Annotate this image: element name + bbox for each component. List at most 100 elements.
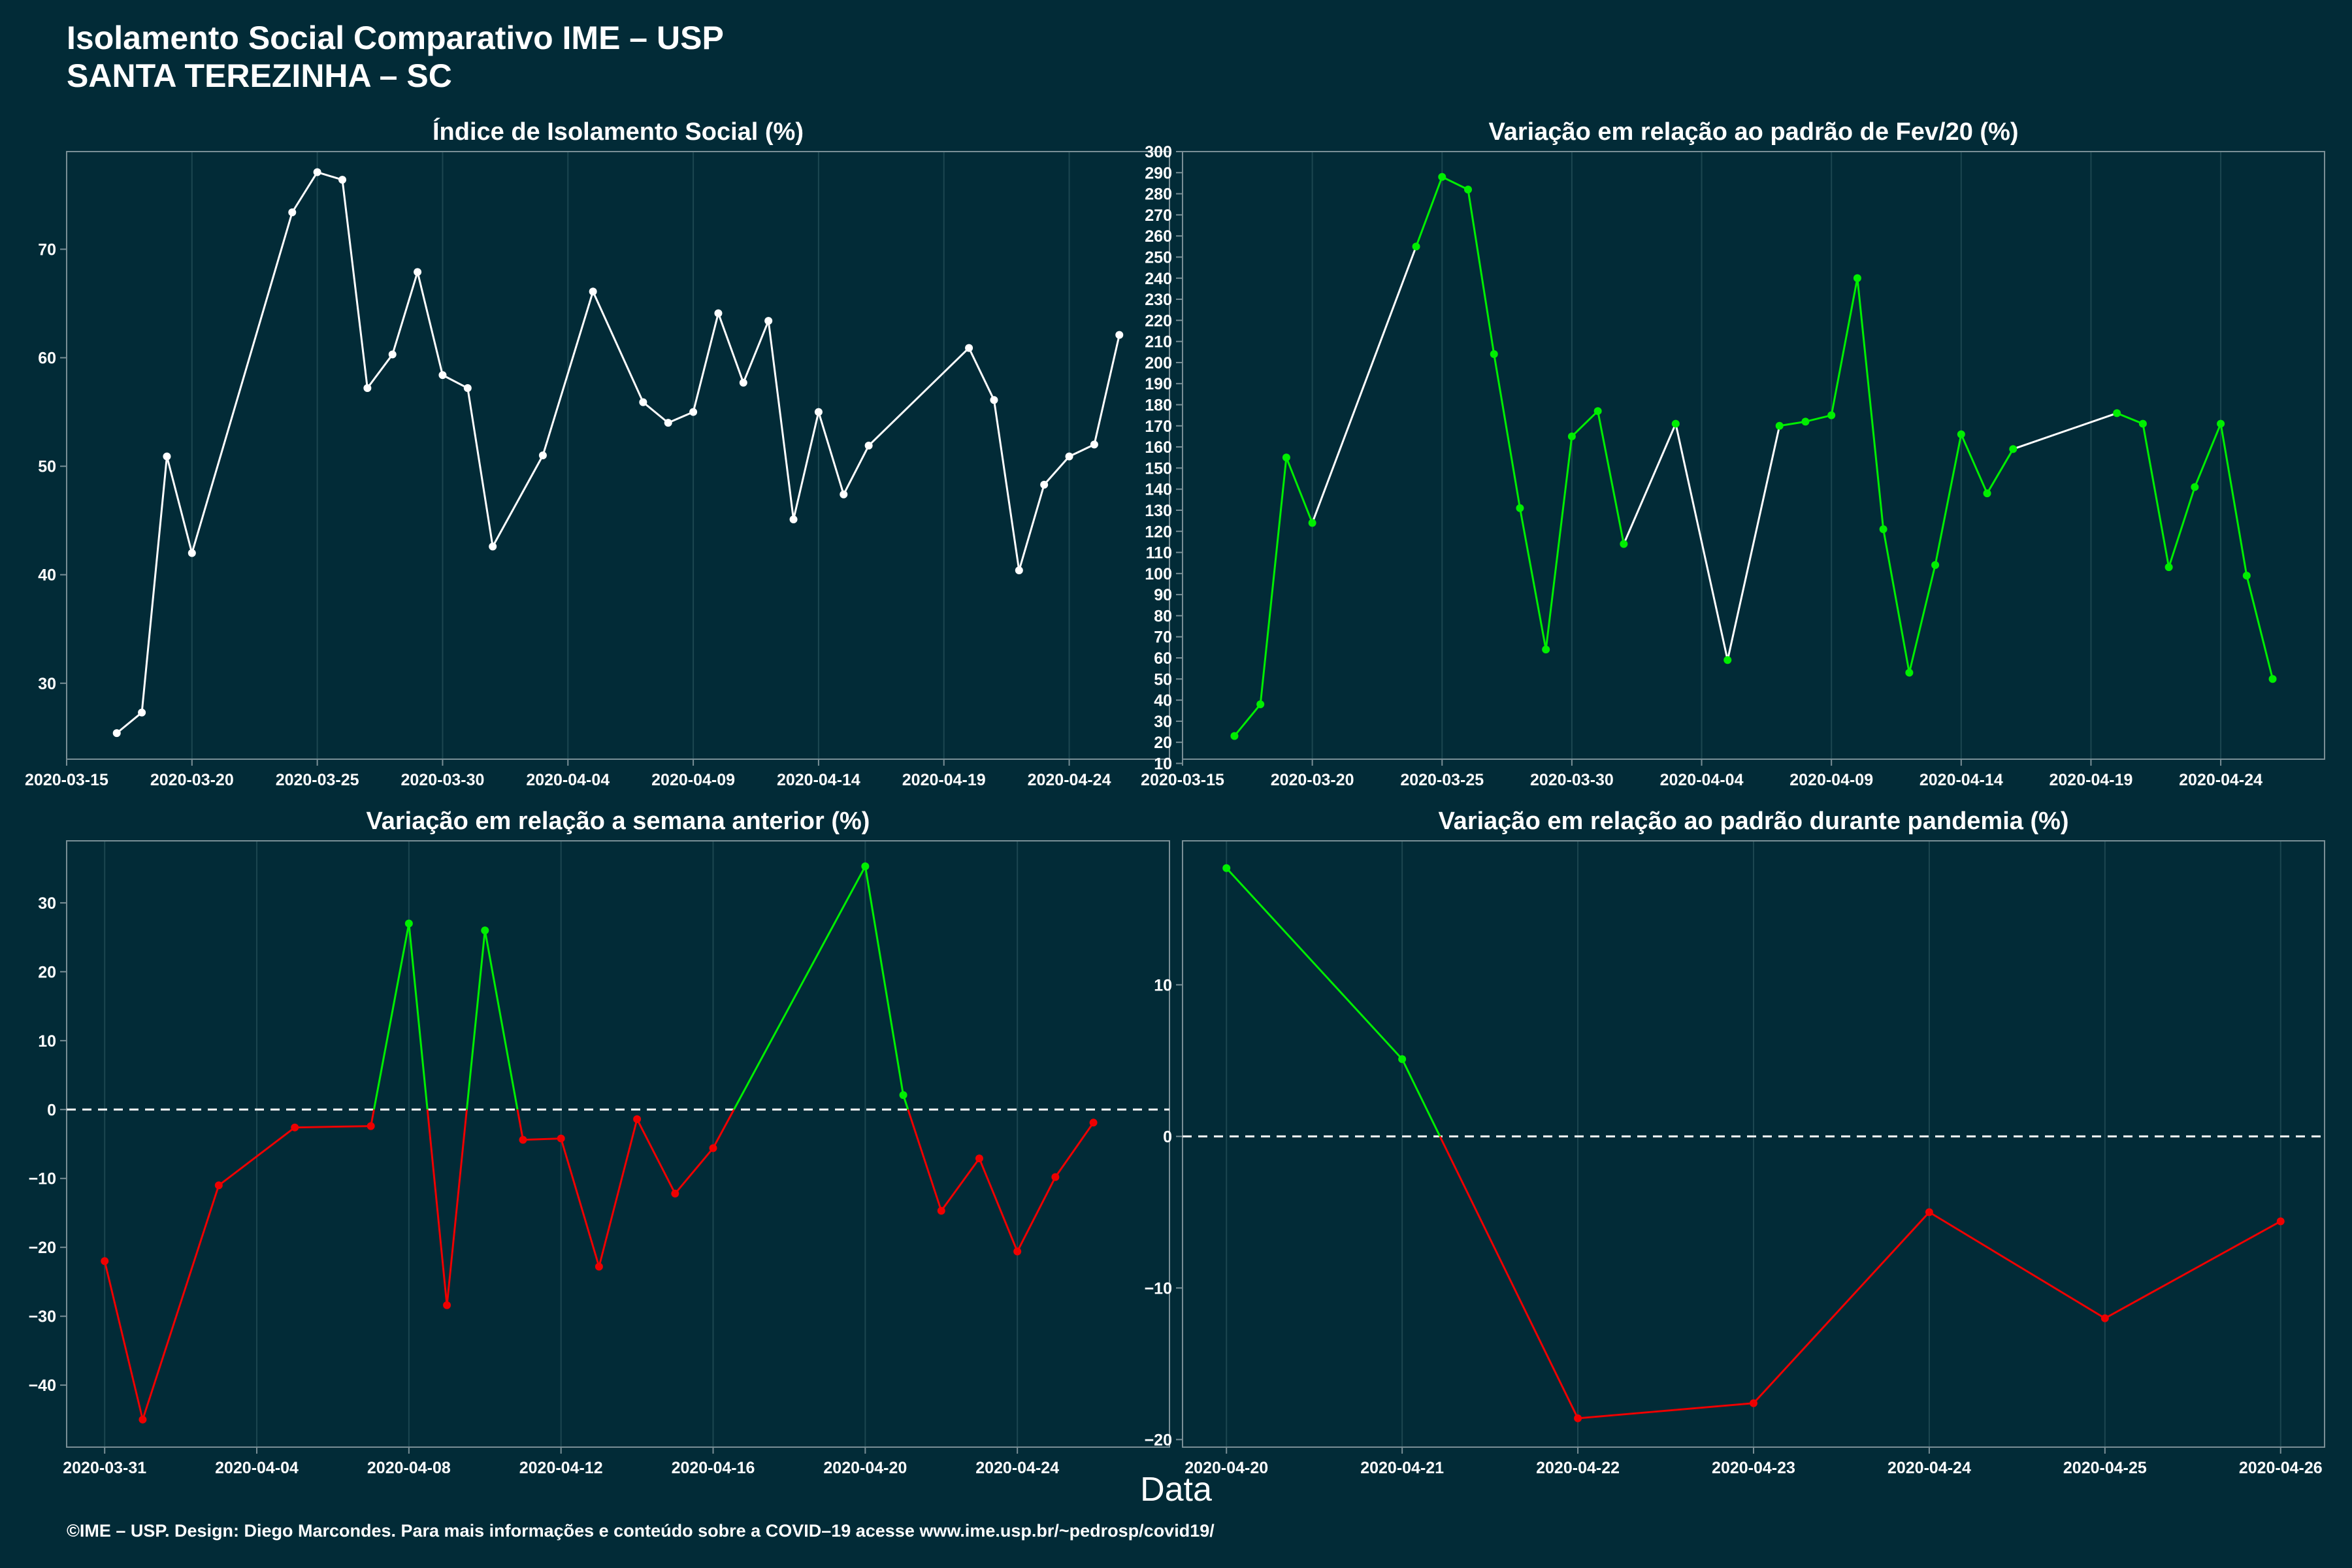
y-tick-label: 260 bbox=[1145, 227, 1172, 246]
x-tick-label: 2020-03-20 bbox=[1271, 771, 1354, 789]
y-tick-label: 40 bbox=[38, 566, 56, 585]
series-segment bbox=[1311, 246, 1417, 523]
series-segment bbox=[191, 212, 293, 553]
y-tick-label: 110 bbox=[1146, 544, 1172, 563]
series-segment bbox=[416, 271, 444, 376]
data-point bbox=[1230, 732, 1239, 740]
x-tick-label: 2020-04-21 bbox=[1360, 1459, 1444, 1477]
series-segment bbox=[341, 179, 368, 389]
x-tick-label: 2020-04-09 bbox=[1789, 771, 1873, 789]
series-segment bbox=[1016, 1176, 1056, 1252]
series-segment bbox=[1752, 1211, 1931, 1404]
series-segment bbox=[2142, 423, 2170, 568]
series-segment bbox=[1467, 189, 1495, 355]
series-segment bbox=[367, 353, 393, 389]
plot-frame bbox=[1182, 151, 2325, 760]
chart-panel-padrao_pandemia: Variação em relação ao padrão durante pa… bbox=[1145, 808, 2325, 1477]
x-tick-label: 2020-03-15 bbox=[1141, 771, 1224, 789]
series-segment bbox=[1493, 353, 1521, 508]
data-point bbox=[1620, 540, 1628, 548]
series-segment bbox=[742, 320, 770, 384]
series-segment bbox=[712, 1109, 735, 1149]
y-tick-label: −40 bbox=[29, 1377, 56, 1395]
y-tick-label: 290 bbox=[1145, 164, 1172, 182]
data-point bbox=[1879, 525, 1887, 534]
y-tick-label: 30 bbox=[1154, 713, 1172, 731]
data-point bbox=[1412, 242, 1420, 251]
series-segment bbox=[1518, 508, 1547, 650]
data-point bbox=[1827, 411, 1836, 419]
data-point bbox=[2242, 572, 2251, 580]
x-tick-label: 2020-03-25 bbox=[276, 771, 359, 789]
series-segment bbox=[442, 374, 468, 389]
series-segment bbox=[516, 1109, 524, 1140]
x-tick-label: 2020-04-23 bbox=[1712, 1459, 1795, 1477]
series-segment bbox=[668, 411, 694, 424]
data-point bbox=[671, 1189, 679, 1198]
x-axis-label: Data bbox=[1140, 1471, 1212, 1509]
data-point bbox=[739, 378, 747, 387]
data-point bbox=[519, 1135, 527, 1144]
data-point bbox=[2268, 675, 2277, 683]
data-point bbox=[481, 926, 489, 935]
data-point bbox=[138, 708, 146, 717]
series-segment bbox=[767, 320, 795, 520]
x-tick-label: 2020-03-30 bbox=[401, 771, 485, 789]
x-tick-label: 2020-04-08 bbox=[367, 1459, 451, 1477]
series-segment bbox=[592, 291, 644, 403]
series-segment bbox=[992, 400, 1021, 571]
series-segment bbox=[523, 1137, 561, 1141]
series-segment bbox=[483, 930, 519, 1110]
data-point bbox=[112, 729, 121, 738]
data-point bbox=[414, 268, 422, 276]
data-point bbox=[2276, 1217, 2285, 1226]
data-point bbox=[990, 396, 998, 404]
y-tick-label: 40 bbox=[1154, 692, 1172, 710]
series-segment bbox=[907, 1109, 943, 1211]
series-segment bbox=[1068, 444, 1095, 458]
x-tick-label: 2020-03-15 bbox=[25, 771, 108, 789]
series-segment bbox=[372, 923, 410, 1110]
series-segment bbox=[842, 445, 870, 495]
page-title: Isolamento Social Comparativo IME – USP bbox=[67, 20, 724, 56]
x-tick-label: 2020-04-20 bbox=[823, 1459, 907, 1477]
data-point bbox=[595, 1262, 603, 1271]
series-segment bbox=[868, 347, 970, 447]
series-segment bbox=[2104, 1220, 2281, 1320]
page-subtitle: SANTA TEREZINHA – SC bbox=[67, 57, 452, 94]
series-segment bbox=[717, 312, 745, 384]
data-point bbox=[363, 384, 372, 393]
series-segment bbox=[636, 1119, 676, 1194]
data-point bbox=[1051, 1173, 1060, 1181]
series-segment bbox=[140, 456, 168, 713]
data-point bbox=[840, 490, 848, 498]
data-point bbox=[861, 862, 870, 871]
y-tick-label: 0 bbox=[47, 1101, 56, 1119]
series-segment bbox=[1439, 1135, 1579, 1419]
series-segment bbox=[1018, 484, 1045, 571]
panel-title: Índice de Isolamento Social (%) bbox=[433, 117, 804, 146]
x-tick-label: 2020-04-12 bbox=[519, 1459, 603, 1477]
data-point bbox=[1308, 519, 1316, 527]
y-tick-label: 220 bbox=[1145, 312, 1172, 330]
y-tick-label: 120 bbox=[1145, 523, 1172, 541]
data-point bbox=[388, 350, 397, 359]
series-segment bbox=[1054, 1122, 1094, 1178]
series-segment bbox=[1043, 455, 1070, 485]
x-tick-label: 2020-04-22 bbox=[1536, 1459, 1620, 1477]
data-point bbox=[1905, 668, 1914, 677]
series-segment bbox=[1934, 434, 1963, 566]
series-segment bbox=[2168, 486, 2196, 568]
x-tick-label: 2020-03-20 bbox=[150, 771, 234, 789]
series-segment bbox=[692, 313, 719, 412]
data-point bbox=[1090, 440, 1098, 449]
data-point bbox=[101, 1257, 109, 1266]
data-point bbox=[664, 419, 672, 427]
data-point bbox=[1089, 1119, 1098, 1127]
data-point bbox=[489, 542, 497, 551]
series-segment bbox=[1093, 335, 1120, 445]
y-tick-label: 280 bbox=[1145, 186, 1172, 204]
data-point bbox=[139, 1415, 147, 1424]
data-point bbox=[1013, 1247, 1022, 1256]
x-tick-label: 2020-04-24 bbox=[1028, 771, 1111, 789]
